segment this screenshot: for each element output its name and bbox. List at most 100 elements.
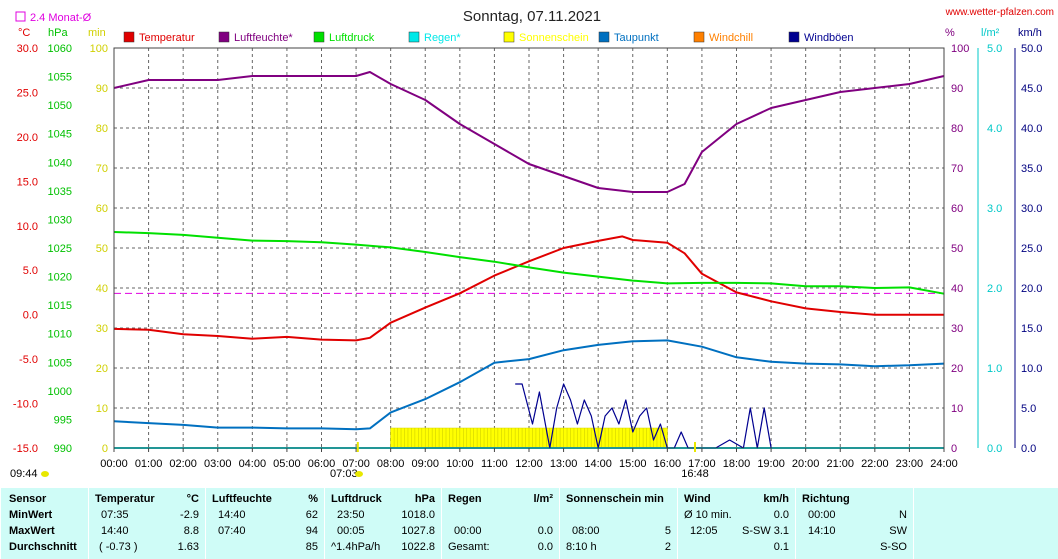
pressure-tick-label: 1005 <box>48 357 72 369</box>
humidity-tick-label: 80 <box>951 123 963 135</box>
sunshine-tick-label: 40 <box>96 283 108 295</box>
cell-value: SW <box>889 525 907 537</box>
pressure-tick-label: 1035 <box>48 186 72 198</box>
legend-label: Taupunkt <box>614 32 659 44</box>
col-rain: Regen l/m² 00:00 0.0 Gesamt: 0.0 <box>441 488 559 559</box>
pressure-unit: hPa <box>48 27 68 39</box>
temp-tick-label: -15.0 <box>13 443 38 455</box>
cell-time: ( -0.73 ) <box>99 541 138 553</box>
humidity-tick-label: 100 <box>951 43 969 55</box>
header-sunshine: Sonnenschein min <box>566 493 664 505</box>
cell-value: 5 <box>664 525 671 537</box>
x-tick-label: 01:00 <box>135 458 163 470</box>
cell-time: 00:05 <box>337 525 365 537</box>
chart-legend: Temperatur Luftfeuchte* Luftdruck Regen* Son… <box>123 31 854 44</box>
unit-pressure: hPa <box>414 493 435 505</box>
pressure-tick-label: 1040 <box>48 157 72 169</box>
cell-time: 14:10 <box>808 525 836 537</box>
pressure-tick-label: 1020 <box>48 272 72 284</box>
sunshine-tick-label: 80 <box>96 123 108 135</box>
temp-tick-label: 0.0 <box>23 310 38 322</box>
x-tick-label: 04:00 <box>239 458 267 470</box>
sunshine-tick-label: 60 <box>96 203 108 215</box>
series-taupunkt <box>113 339 945 431</box>
pressure-tick-label: 990 <box>54 443 72 455</box>
temp-tick-label: 30.0 <box>17 43 38 55</box>
cell-value: N <box>899 509 907 521</box>
row-label: MaxWert <box>9 525 55 537</box>
wind-tick-label: 30.0 <box>1021 203 1042 215</box>
wind-tick-label: 45.0 <box>1021 83 1042 95</box>
temp-tick-label: 15.0 <box>17 176 38 188</box>
cell-value: 0.0 <box>537 525 553 537</box>
cell-value: 2 <box>664 541 671 553</box>
cell-value: 0.1 <box>773 541 789 553</box>
legend-swatch <box>313 31 325 43</box>
pressure-tick-label: 1060 <box>48 43 72 55</box>
temp-tick-label: -10.0 <box>13 399 38 411</box>
site-link[interactable]: www.wetter-pfalzen.com <box>945 7 1054 18</box>
cell-value: 1022.8 <box>401 541 435 553</box>
humidity-unit: % <box>945 27 955 39</box>
sunshine-tick-label: 100 <box>90 43 108 55</box>
header-wind: Wind <box>684 493 711 505</box>
header-direction: Richtung <box>802 493 850 505</box>
sunshine-unit: min <box>88 27 106 39</box>
temp-tick-label: 5.0 <box>23 265 38 277</box>
rain-tick-label: 5.0 <box>987 43 1002 55</box>
legend-swatch <box>693 31 705 43</box>
x-tick-label: 15:00 <box>619 458 647 470</box>
cell-time: Ø 10 min. <box>684 509 732 521</box>
cell-time: 14:40 <box>218 509 246 521</box>
cell-value: 3.1 <box>773 525 789 537</box>
temp-unit: °C <box>18 27 30 39</box>
header-humidity: Luftfeuchte <box>212 493 272 505</box>
humidity-tick-label: 90 <box>951 83 963 95</box>
pressure-tick-label: 1015 <box>48 300 72 312</box>
col-direction: Richtung 00:00 N 14:10 SW S-SO <box>795 488 913 559</box>
header-temperature: Temperatur <box>95 493 155 505</box>
rain-tick-label: 2.0 <box>987 283 1002 295</box>
wind-tick-label: 0.0 <box>1021 443 1036 455</box>
cell-value: 0.0 <box>773 509 789 521</box>
pressure-tick-label: 995 <box>54 414 72 426</box>
rain-tick-label: 4.0 <box>987 123 1002 135</box>
pressure-tick-label: 1000 <box>48 386 72 398</box>
legend-label: Sonnenschein <box>519 32 589 44</box>
cell-value: 85 <box>305 541 318 553</box>
x-tick-label: 18:00 <box>723 458 751 470</box>
col-spacer <box>913 488 1058 559</box>
wind-tick-label: 40.0 <box>1021 123 1042 135</box>
x-tick-label: 17:00 <box>688 458 716 470</box>
humidity-tick-label: 20 <box>951 363 963 375</box>
rain-tick-label: 0.0 <box>987 443 1002 455</box>
humidity-tick-label: 0 <box>951 443 957 455</box>
unit-temperature: °C <box>186 493 199 505</box>
x-tick-label: 16:00 <box>654 458 682 470</box>
cell-time: 00:00 <box>454 525 482 537</box>
chart-background <box>0 0 1058 488</box>
legend-swatch <box>123 31 135 43</box>
rain-tick-label: 3.0 <box>987 203 1002 215</box>
sunshine-tick-label: 10 <box>96 403 108 415</box>
cell-time: 14:40 <box>101 525 129 537</box>
temp-tick-label: 10.0 <box>17 221 38 233</box>
rain-tick-label: 1.0 <box>987 363 1002 375</box>
cell-value: 0.0 <box>537 541 553 553</box>
wind-tick-label: 35.0 <box>1021 163 1042 175</box>
x-tick-label: 00:00 <box>100 458 128 470</box>
moon-icon <box>41 471 49 477</box>
legend-swatch <box>598 31 610 43</box>
cell-time: Gesamt: <box>448 541 490 553</box>
cell-time: 07:40 <box>218 525 246 537</box>
pressure-tick-label: 1055 <box>48 72 72 84</box>
cell-value: S-SO <box>880 541 907 553</box>
series-luftdruck <box>113 231 945 295</box>
axis-labels: 00:00 01:00 02:00 03:00 04:00 05:00 06:00 07:00… <box>10 43 1042 480</box>
sunshine-tick-label: 20 <box>96 363 108 375</box>
humidity-tick-label: 30 <box>951 323 963 335</box>
sunshine-tick-label: 90 <box>96 83 108 95</box>
cell-value: 8.8 <box>183 525 199 537</box>
x-tick-label: 24:00 <box>930 458 958 470</box>
cell-value: 94 <box>305 525 318 537</box>
